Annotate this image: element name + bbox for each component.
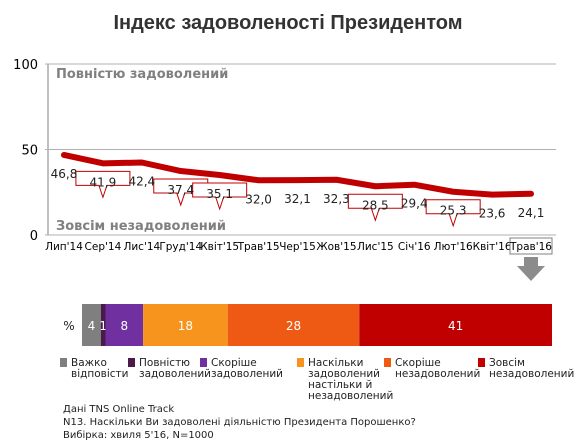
legend-label: Повністю (139, 357, 190, 369)
footer: Дані TNS Online Track N13. Наскільки Ви … (63, 403, 416, 441)
line-plot: 0 50 100 Повністю задоволений Зовсім незадов… (13, 58, 556, 281)
legend-label: Важко (71, 357, 107, 369)
data-label: 35,1 (206, 187, 233, 201)
data-label: 25,3 (440, 204, 467, 218)
footer-question: N13. Наскільки Ви задоволені діяльністю … (63, 416, 416, 428)
top-band-label: Повністю задоволений (56, 67, 228, 82)
x-category-label: Січ'16 (398, 241, 431, 253)
breakdown-segment (100, 304, 106, 346)
legend-swatch (200, 358, 207, 367)
y-tick-label: 100 (13, 58, 38, 73)
down-arrow-callout (192, 182, 248, 211)
legend-swatch (384, 358, 391, 367)
breakdown-segment-label: 28 (286, 319, 301, 333)
breakdown-segment-label: 41 (448, 319, 463, 333)
y-tick-label: 50 (21, 144, 38, 159)
breakdown-segment-label: 1 (99, 319, 107, 333)
legend-label: відповісти (71, 368, 128, 380)
breakdown-segment (105, 304, 144, 346)
x-category-label: Груд'14 (159, 241, 202, 253)
breakdown-bar: % 4 1 8 18 28 41 (63, 304, 552, 346)
x-category-label: Сер'14 (85, 241, 122, 253)
legend-label: настільки й (308, 379, 372, 391)
legend-label: Зовсім (489, 357, 525, 369)
x-category-label: Лип'14 (45, 241, 83, 253)
data-label: 42,4 (128, 174, 155, 188)
down-arrow-callout (347, 193, 403, 222)
legend-swatch (60, 358, 67, 367)
breakdown-segment (227, 304, 360, 346)
down-arrow-callout (75, 170, 131, 199)
highlight-box (509, 237, 553, 255)
x-category-label: Квіт'15 (200, 241, 239, 253)
breakdown-segment (82, 304, 101, 346)
x-category-label: Жов'15 (316, 241, 356, 253)
data-label: 41,9 (90, 175, 117, 189)
data-label: 32,0 (245, 192, 272, 206)
legend-label: Скоріше (395, 357, 441, 369)
x-category-label: Лис'15 (357, 241, 394, 253)
data-label: 24,1 (518, 206, 545, 220)
legend-label: незадоволений (308, 390, 393, 402)
series-line (61, 151, 534, 198)
legend-label: незадоволений (395, 368, 480, 380)
x-category-label: Чер'15 (279, 241, 316, 253)
legend-swatch (128, 358, 135, 367)
legend-label: задоволений (139, 368, 211, 380)
data-label: 29,4 (401, 197, 428, 211)
data-label: 32,1 (284, 192, 311, 206)
footer-source: Дані TNS Online Track (63, 403, 174, 415)
legend-label: задоволений (308, 368, 380, 380)
breakdown-segment (143, 304, 228, 346)
legend-label: Наскільки (308, 357, 363, 369)
breakdown-segment (359, 304, 552, 346)
data-label: 28,5 (362, 198, 389, 212)
chart-title: Індекс задоволеності Президентом (113, 12, 462, 34)
x-category-label: Лис'14 (123, 241, 160, 253)
data-label: 37,4 (167, 183, 194, 197)
x-category-label: Квіт'16 (473, 241, 512, 253)
breakdown-segment-label: 18 (178, 319, 193, 333)
footer-sample: Вибірка: хвиля 5'16, N=1000 (63, 429, 214, 441)
breakdown-segment-label: 4 (88, 319, 96, 333)
breakdown-segment-label: 8 (120, 319, 128, 333)
x-category-label: Трав'15 (237, 241, 280, 253)
legend-label: незадоволений (489, 368, 574, 380)
x-category-label: Лют'16 (434, 241, 473, 253)
highlight-arrow-icon (517, 257, 545, 281)
y-tick-label: 0 (30, 229, 38, 244)
data-label: 32,3 (323, 192, 350, 206)
legend-label: задоволений (211, 368, 283, 380)
x-category-label: Трав'16 (509, 241, 552, 253)
breakdown-row-label: % (63, 319, 74, 333)
legend-swatch (297, 358, 304, 367)
bottom-band-label: Зовсім незадоволений (56, 219, 226, 234)
down-arrow-callout (425, 199, 481, 228)
data-label: 23,6 (479, 207, 506, 221)
data-label: 46,8 (51, 167, 78, 181)
breakdown-legend: ВажковідповістиПовністюзадоволенийСкоріш… (60, 357, 574, 402)
legend-label: Скоріше (211, 357, 257, 369)
legend-swatch (478, 358, 485, 367)
